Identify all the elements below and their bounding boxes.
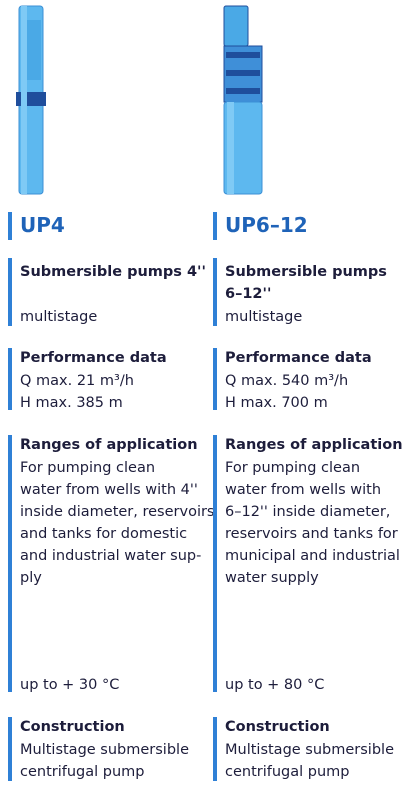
application-line: water from wells with [225,482,382,498]
section-bar [213,348,217,410]
subtitle: Submersible pumps 4'' [20,264,206,280]
application-line: 6–12'' inside diameter, [225,504,391,520]
pump-images [16,5,263,195]
section-bar [8,348,12,410]
section-bar [8,717,12,781]
section-heading: Ranges of application [225,437,403,453]
section-bar [213,435,217,692]
section-heading: Performance data [225,350,372,366]
application-line: and tanks for domestic [20,526,188,542]
section-bar [8,212,12,240]
product-title: UP6–12 [225,213,308,237]
product-title: UP4 [20,213,65,237]
pump-up4 [16,5,46,195]
section-bar [8,435,12,692]
application-line: water supply [225,570,319,586]
section-bar [213,212,217,240]
section-heading: Construction [20,719,125,735]
application-line: inside diameter, reservoirs [20,504,215,520]
construction-line: Multistage submersible [225,742,394,758]
section-heading: Construction [225,719,330,735]
application-line: reservoirs and tanks for [225,526,398,542]
application-line: For pumping clean [20,460,156,476]
performance-line: H max. 385 m [20,395,123,411]
section-heading: Ranges of application [20,437,198,453]
construction-line: centrifugal pump [20,764,145,780]
application-line: For pumping clean [225,460,361,476]
section-heading: Performance data [20,350,167,366]
construction-line: Multistage submersible [20,742,189,758]
performance-line: Q max. 21 m³/h [20,373,134,389]
section-bar [213,717,217,781]
application-line: water from wells with 4'' [20,482,198,498]
section-bar [8,258,12,326]
application-line: and industrial water sup- [20,548,202,564]
pump-up6-12 [223,5,263,195]
variant: multistage [20,309,98,325]
construction-line: centrifugal pump [225,764,350,780]
subtitle: Submersible pumps [225,264,387,280]
temperature: up to + 80 °C [225,677,325,693]
performance-line: Q max. 540 m³/h [225,373,349,389]
application-line: municipal and industrial [225,548,400,564]
application-line: ply [20,570,42,586]
performance-line: H max. 700 m [225,395,328,411]
variant: multistage [225,309,303,325]
section-bar [213,258,217,326]
temperature: up to + 30 °C [20,677,120,693]
subtitle: 6–12'' [225,286,272,302]
